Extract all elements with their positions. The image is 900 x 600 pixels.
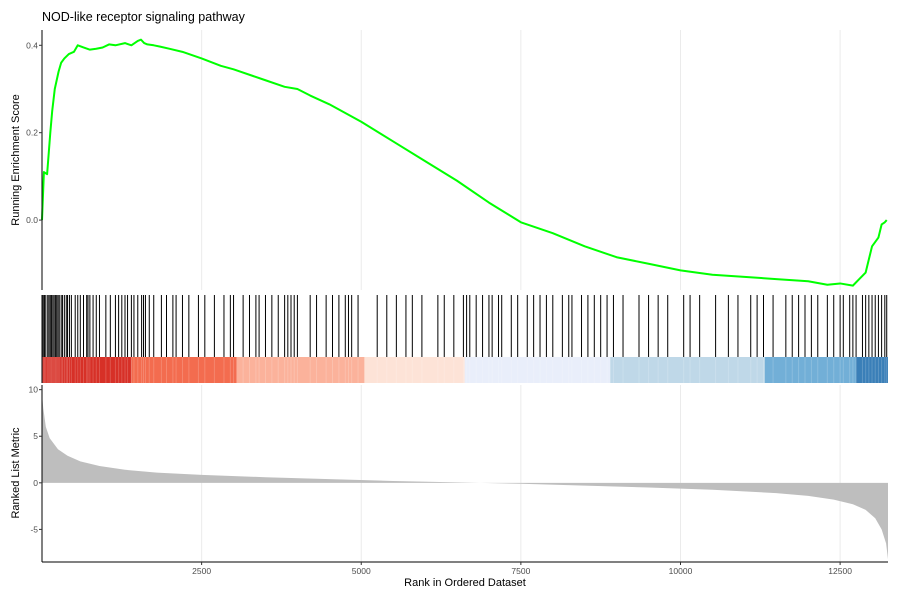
color-band — [364, 357, 465, 383]
x-tick-label: 7500 — [511, 566, 530, 576]
ranked-metric-panel — [42, 394, 888, 560]
metric-y-axis-title: Ranked List Metric — [10, 427, 22, 519]
gene-hit-ticks — [41, 295, 888, 357]
color-band — [131, 357, 237, 383]
es-y-tick-label: 0.2 — [26, 128, 38, 138]
x-tick-label: 10000 — [669, 566, 693, 576]
chart-title: NOD-like receptor signaling pathway — [42, 10, 246, 24]
metric-y-tick-label: 5 — [33, 431, 38, 441]
x-tick-label: 2500 — [192, 566, 211, 576]
color-band — [464, 357, 611, 383]
x-axis-title: Rank in Ordered Dataset — [404, 577, 526, 589]
metric-y-tick-label: 0 — [33, 478, 38, 488]
axes — [41, 30, 888, 563]
ranked-metric-area — [42, 394, 888, 560]
es-y-axis-title: Running Enrichment Score — [10, 94, 22, 225]
color-band — [236, 357, 365, 383]
color-band — [856, 357, 888, 383]
metric-y-tick-label: -5 — [30, 524, 38, 534]
enrichment-panel — [41, 38, 888, 287]
color-band — [42, 357, 132, 383]
x-tick-label: 5000 — [352, 566, 371, 576]
color-bands — [41, 357, 888, 383]
metric-y-tick-label: 10 — [29, 385, 39, 395]
es-y-tick-label: 0.4 — [26, 40, 38, 50]
enrichment-score-line — [41, 38, 888, 287]
gridlines — [201, 30, 841, 562]
x-tick-label: 12500 — [828, 566, 852, 576]
color-band — [764, 357, 857, 383]
color-band — [610, 357, 765, 383]
tick-labels: 2500 5000 7500 10000 12500 0.4 0.2 0.0 10 5 0 -5 — [26, 40, 852, 576]
es-y-tick-label: 0.0 — [26, 215, 38, 225]
